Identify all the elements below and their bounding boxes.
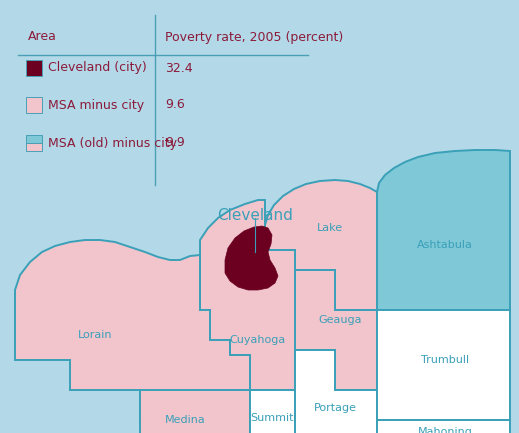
Bar [26, 60, 42, 76]
Bar [26, 135, 42, 143]
Polygon shape [140, 390, 250, 433]
Text: Portage: Portage [313, 403, 357, 413]
Text: MSA (old) minus city: MSA (old) minus city [48, 136, 177, 149]
Text: Medina: Medina [165, 415, 206, 425]
Text: MSA minus city: MSA minus city [48, 98, 144, 112]
Text: Cleveland: Cleveland [217, 207, 293, 223]
Text: Cuyahoga: Cuyahoga [230, 335, 286, 345]
Polygon shape [265, 180, 377, 310]
Polygon shape [250, 390, 295, 433]
Polygon shape [200, 200, 295, 390]
Polygon shape [15, 240, 250, 420]
Text: Cleveland (city): Cleveland (city) [48, 61, 147, 74]
Text: 32.4: 32.4 [165, 61, 193, 74]
Polygon shape [295, 270, 377, 390]
Text: Lorain: Lorain [78, 330, 112, 340]
Text: Trumbull: Trumbull [421, 355, 469, 365]
Text: Ashtabula: Ashtabula [417, 240, 473, 250]
Bar [26, 97, 42, 113]
Polygon shape [225, 226, 278, 290]
Polygon shape [377, 420, 510, 433]
Text: Geauga: Geauga [318, 315, 362, 325]
Text: Lake: Lake [317, 223, 343, 233]
Text: Poverty rate, 2005 (percent): Poverty rate, 2005 (percent) [165, 30, 343, 43]
Text: 9.6: 9.6 [165, 98, 185, 112]
Polygon shape [377, 310, 510, 420]
Bar [26, 143, 42, 151]
Text: Mahoning: Mahoning [418, 427, 472, 433]
Text: Summit: Summit [250, 413, 294, 423]
Text: Area: Area [28, 30, 57, 43]
Polygon shape [377, 150, 510, 310]
Text: 9.9: 9.9 [165, 136, 185, 149]
Polygon shape [295, 350, 377, 433]
